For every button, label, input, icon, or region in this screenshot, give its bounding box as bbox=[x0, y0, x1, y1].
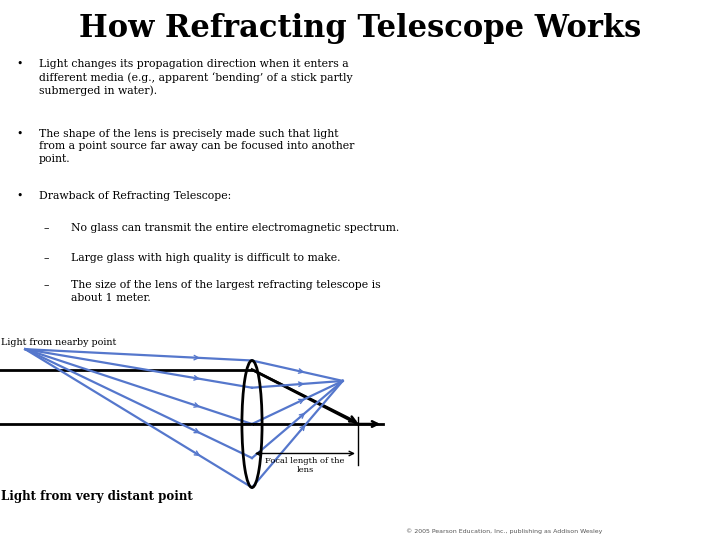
Text: Drawback of Refracting Telescope:: Drawback of Refracting Telescope: bbox=[39, 191, 231, 201]
Text: Focal length of the
lens: Focal length of the lens bbox=[265, 457, 345, 474]
Text: –: – bbox=[43, 253, 49, 263]
Text: The size of the lens of the largest refracting telescope is
about 1 meter.: The size of the lens of the largest refr… bbox=[71, 280, 380, 303]
Text: Light from very distant point: Light from very distant point bbox=[1, 490, 193, 503]
Text: Light changes its propagation direction when it enters a
different media (e.g., : Light changes its propagation direction … bbox=[39, 59, 353, 96]
Text: •: • bbox=[17, 59, 22, 69]
Text: No glass can transmit the entire electromagnetic spectrum.: No glass can transmit the entire electro… bbox=[71, 223, 399, 233]
Text: –: – bbox=[43, 223, 49, 233]
Text: •: • bbox=[17, 191, 22, 201]
Text: Light from nearby point: Light from nearby point bbox=[1, 338, 116, 347]
Text: © 2005 Pearson Education, Inc., publishing as Addison Wesley: © 2005 Pearson Education, Inc., publishi… bbox=[406, 528, 602, 534]
Text: Large glass with high quality is difficult to make.: Large glass with high quality is difficu… bbox=[71, 253, 341, 263]
Text: •: • bbox=[17, 129, 22, 139]
Text: How Refracting Telescope Works: How Refracting Telescope Works bbox=[79, 14, 641, 44]
Text: The shape of the lens is precisely made such that light
from a point source far : The shape of the lens is precisely made … bbox=[39, 129, 354, 164]
Text: –: – bbox=[43, 280, 49, 290]
